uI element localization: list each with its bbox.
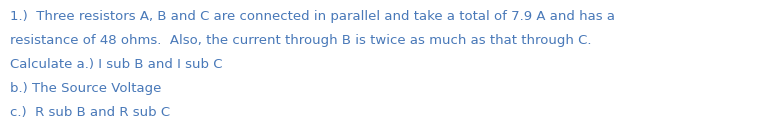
Text: Calculate a.) I sub B and I sub C: Calculate a.) I sub B and I sub C — [10, 58, 223, 71]
Text: 1.)  Three resistors A, B and C are connected in parallel and take a total of 7.: 1.) Three resistors A, B and C are conne… — [10, 10, 615, 23]
Text: c.)  R sub B and R sub C: c.) R sub B and R sub C — [10, 106, 170, 119]
Text: resistance of 48 ohms.  Also, the current through B is twice as much as that thr: resistance of 48 ohms. Also, the current… — [10, 34, 591, 47]
Text: b.) The Source Voltage: b.) The Source Voltage — [10, 82, 161, 95]
